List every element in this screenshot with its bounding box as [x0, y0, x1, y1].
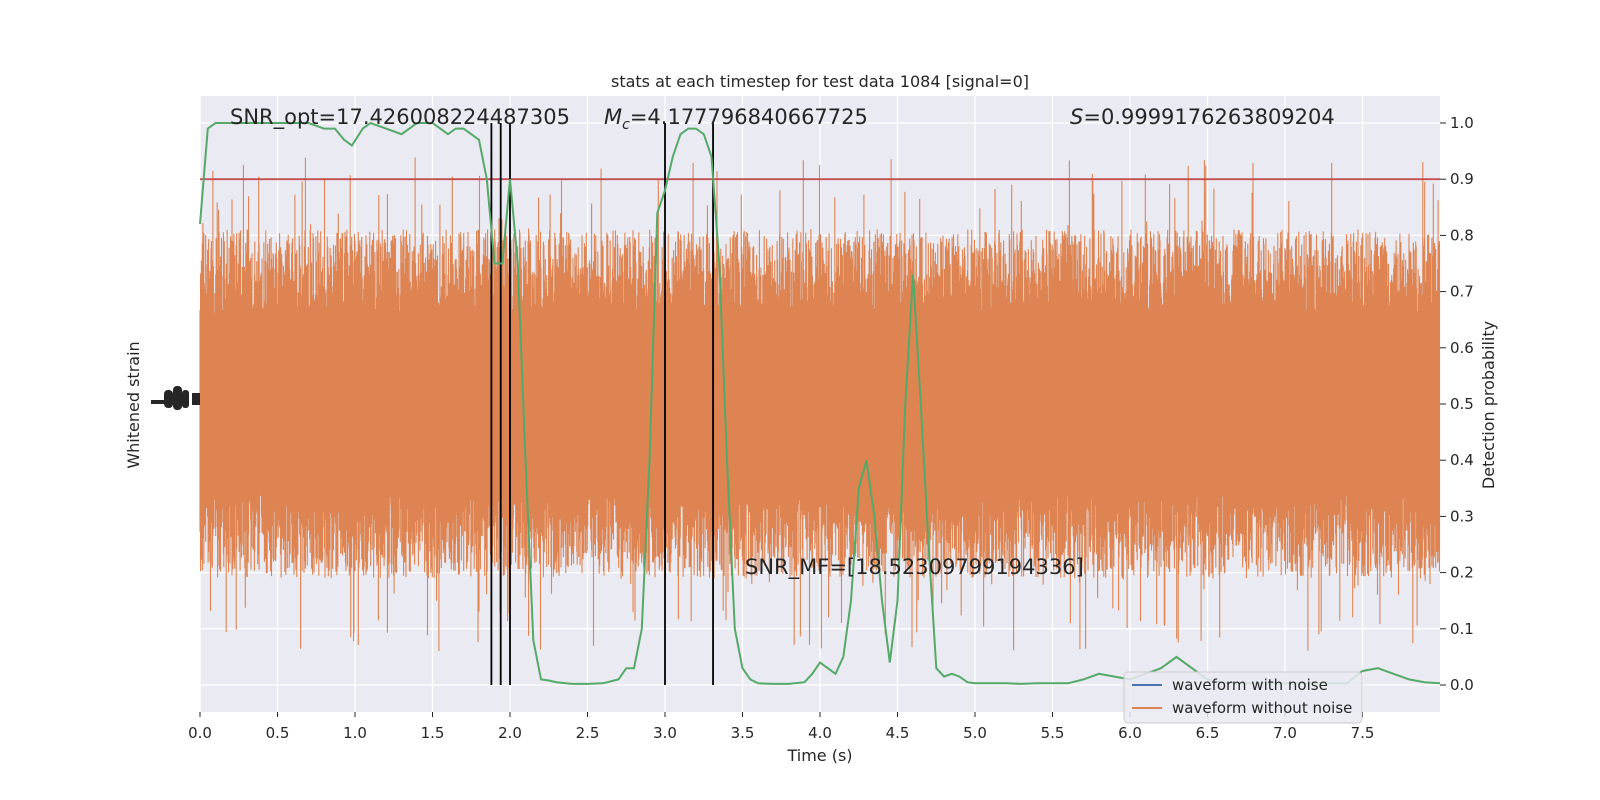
y-tick-label: 0.3	[1450, 507, 1474, 525]
y-tick-label: 1.0	[1450, 114, 1474, 132]
legend-entry-without-noise: waveform without noise	[1172, 699, 1352, 717]
y-tick-label: 0.4	[1450, 451, 1474, 469]
x-tick-label: 6.0	[1118, 724, 1142, 742]
x-tick-label: 5.0	[963, 724, 987, 742]
x-tick-label: 0.0	[188, 724, 212, 742]
y-tick-label: 0.8	[1450, 226, 1474, 244]
x-tick-label: 4.0	[808, 724, 832, 742]
annotation-s-statistic: S=0.9999176263809204	[1070, 105, 1335, 129]
annotation-snr-opt: SNR_opt=17.426008224487305	[230, 105, 570, 130]
left-axis-collapsed-ticks	[151, 386, 200, 410]
detection-vertical-lines	[490, 122, 714, 686]
y-tick-label: 0.5	[1450, 395, 1474, 413]
legend-box	[1123, 671, 1363, 724]
y-tick-label: 0.7	[1450, 283, 1474, 301]
y-tick-label: 0.0	[1450, 676, 1474, 694]
y-tick-label: 0.9	[1450, 170, 1474, 188]
x-tick-label: 6.5	[1196, 724, 1220, 742]
annotation-chirp-mass: Mc=4.177796840667725	[604, 105, 868, 133]
y-tick-label: 0.2	[1450, 564, 1474, 582]
series-waveform-without-noise	[199, 157, 1441, 651]
waveform-core	[200, 314, 1440, 494]
x-tick-label: 2.0	[498, 724, 522, 742]
annotation-snr-mf: SNR_MF=[18.52309799194336]	[745, 555, 1084, 580]
y-right-axis-label: Detection probability	[1479, 321, 1498, 489]
x-tick-label: 1.0	[343, 724, 367, 742]
y-left-axis-label: Whitened strain	[124, 341, 143, 468]
x-axis-label: Time (s)	[786, 746, 852, 765]
x-tick-label: 3.5	[731, 724, 755, 742]
legend: waveform with noise waveform without noi…	[1123, 671, 1363, 724]
x-tick-label: 3.0	[653, 724, 677, 742]
y-tick-label: 0.1	[1450, 620, 1474, 638]
x-axis-ticks: 0.0 0.5 1.0 1.5 2.0 2.5 3.0 3.5 4.0 4.5 5.0 5.5 6.0 6…	[188, 712, 1374, 742]
y-tick-label: 0.6	[1450, 339, 1474, 357]
chart-title: stats at each timestep for test data 108…	[611, 72, 1029, 91]
x-tick-label: 1.5	[421, 724, 445, 742]
x-tick-label: 0.5	[266, 724, 290, 742]
series-detection-probability	[199, 121, 1441, 685]
x-tick-label: 7.0	[1273, 724, 1297, 742]
x-tick-label: 2.5	[576, 724, 600, 742]
legend-entry-with-noise: waveform with noise	[1172, 676, 1328, 694]
x-tick-label: 7.5	[1351, 724, 1375, 742]
x-tick-label: 4.5	[886, 724, 910, 742]
x-tick-label: 5.5	[1041, 724, 1065, 742]
y-right-axis-ticks: 0.0 0.1 0.2 0.3 0.4 0.5 0.6 0.7 0.8 0.9 1.0	[1440, 114, 1474, 694]
